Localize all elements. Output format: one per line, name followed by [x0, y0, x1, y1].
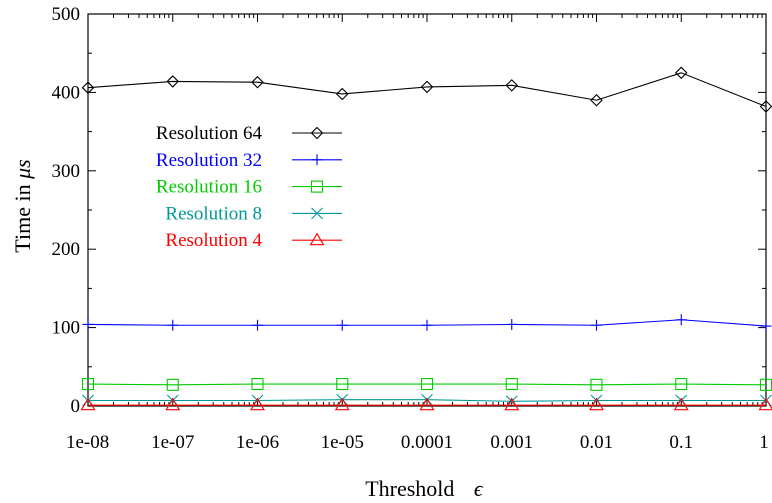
x-tick-label: 1e-06 — [236, 432, 279, 453]
data-point — [504, 397, 520, 411]
data-point — [252, 319, 263, 331]
y-tick-label: 200 — [52, 239, 81, 260]
legend-marker — [311, 154, 323, 166]
legend: Resolution 64 Resolution 32 Resolution 16 R… — [156, 123, 342, 251]
legend-marker — [311, 207, 323, 220]
data-point — [80, 397, 96, 411]
data-point — [421, 319, 433, 331]
series-line — [87, 383, 767, 386]
y-tick-label: 300 — [52, 161, 81, 182]
x-axis-title-symbol: ϵ — [474, 476, 484, 501]
data-point — [590, 93, 603, 107]
data-point — [166, 378, 179, 391]
series-2 — [81, 377, 772, 391]
y-axis-title-text: Time in — [10, 184, 35, 252]
legend-label: Resolution 4 — [165, 230, 262, 251]
series-4 — [80, 397, 772, 411]
x-tick-label: 1e-07 — [151, 432, 194, 453]
data-point — [250, 397, 265, 411]
y-tick-label: 400 — [52, 82, 81, 103]
x-tick-label: 0.0001 — [401, 432, 453, 453]
legend-marker — [310, 126, 324, 140]
x-tick-label: 0.001 — [490, 432, 533, 453]
legend-marker — [310, 180, 324, 193]
legend-label: Resolution 64 — [156, 123, 263, 144]
data-point — [336, 377, 349, 391]
data-point — [675, 314, 687, 326]
data-point — [81, 377, 95, 391]
data-point — [420, 377, 434, 391]
data-point — [674, 66, 688, 80]
data-point — [589, 397, 604, 411]
data-point — [166, 75, 180, 88]
data-point — [760, 320, 772, 332]
x-tick-label: 0.1 — [669, 432, 693, 453]
series-group — [80, 66, 772, 411]
x-axis-title: Threshold ϵ — [365, 476, 484, 501]
data-point — [675, 377, 688, 391]
y-tick-label: 0 — [71, 396, 81, 417]
x-tick-label: 1 — [759, 432, 769, 453]
data-point — [591, 319, 602, 331]
data-point — [82, 318, 94, 330]
data-point — [251, 377, 264, 391]
legend-label: Resolution 32 — [156, 150, 262, 171]
y-axis-title-symbol: μs — [10, 159, 35, 180]
legend-marker — [309, 232, 325, 246]
data-point — [165, 397, 181, 411]
x-axis-title-text: Threshold — [365, 476, 454, 501]
data-point — [673, 397, 689, 411]
series-0 — [81, 66, 772, 113]
series-1 — [82, 314, 772, 332]
x-tick-label: 0.01 — [580, 432, 613, 453]
data-point — [758, 397, 772, 411]
data-point — [419, 397, 435, 411]
data-point — [506, 318, 518, 330]
data-point — [505, 377, 518, 391]
y-tick-label: 500 — [52, 4, 81, 25]
series-line — [87, 72, 767, 108]
data-point — [251, 75, 264, 89]
data-point — [334, 397, 350, 411]
legend-label: Resolution 16 — [156, 177, 262, 198]
axes: 0 100 200 300 400 500 1e-08 1e-07 1e-06 1e-05 0.00… — [52, 4, 769, 453]
data-point — [81, 81, 95, 94]
legend-label: Resolution 8 — [165, 203, 262, 224]
y-axis-title: Time in μs — [10, 159, 35, 252]
data-point — [590, 378, 603, 391]
y-tick-label: 100 — [52, 318, 81, 339]
data-point — [336, 319, 348, 331]
data-point — [335, 87, 349, 101]
data-point — [420, 80, 434, 94]
x-tick-label: 1e-05 — [321, 432, 364, 453]
x-tick-label: 1e-08 — [66, 432, 109, 453]
data-point — [759, 100, 772, 113]
data-point — [505, 79, 519, 92]
data-point — [167, 319, 179, 331]
